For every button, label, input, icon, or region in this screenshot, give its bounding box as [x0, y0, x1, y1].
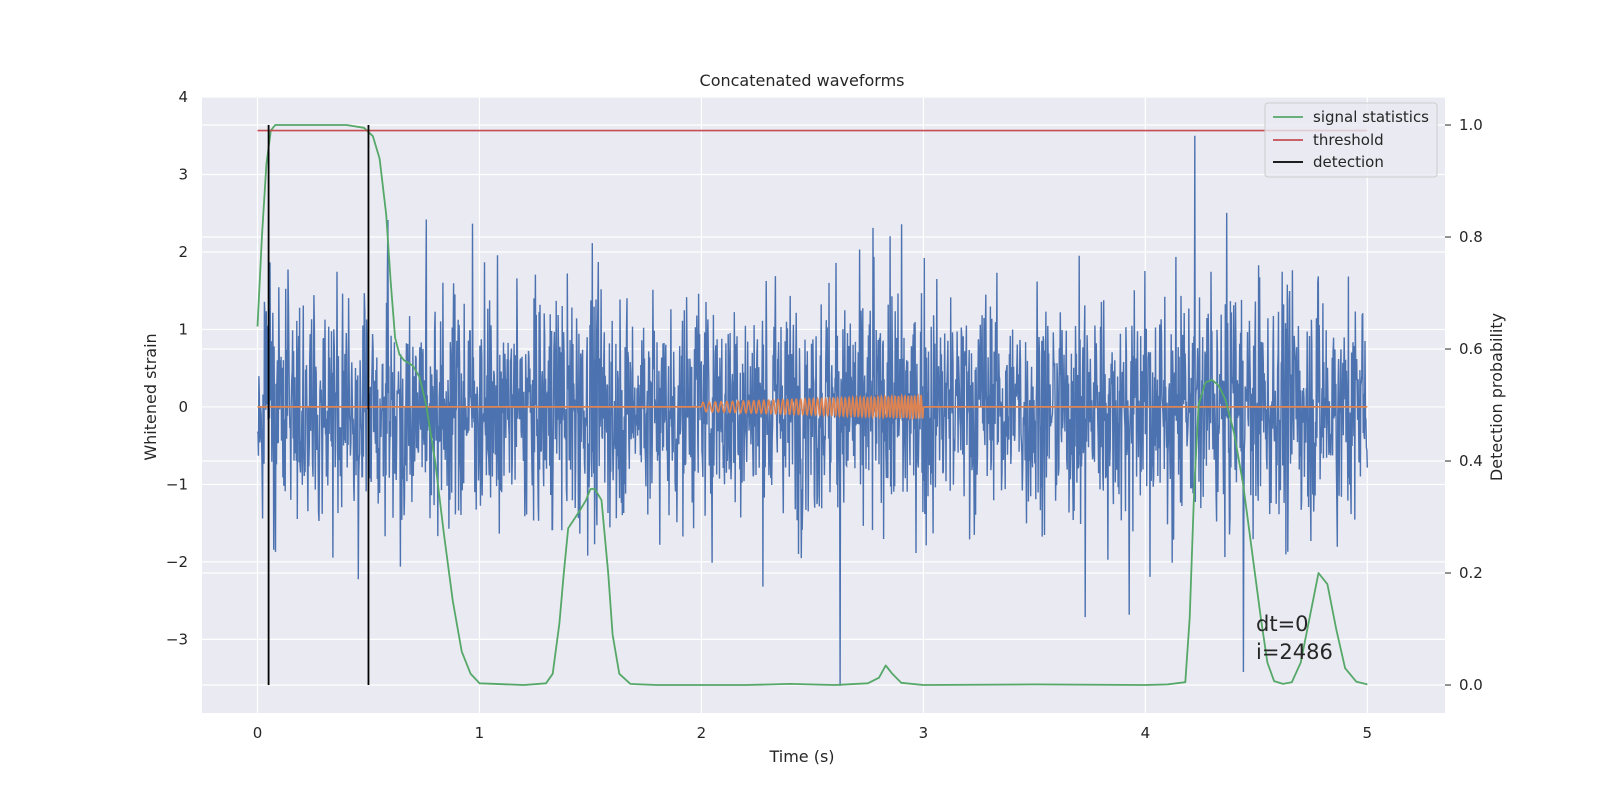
y-tick-label: 0 [178, 398, 188, 416]
y2-tick-label: 0.4 [1459, 452, 1483, 470]
x-tick-label: 2 [697, 724, 707, 742]
legend-label-threshold: threshold [1313, 131, 1384, 149]
x-tick-label: 5 [1363, 724, 1373, 742]
signal-statistics-series [256, 124, 1368, 686]
legend-frame [1264, 102, 1438, 178]
y-tick-label: 4 [178, 88, 188, 106]
y2-tick-label: 0.0 [1459, 676, 1483, 694]
x-tick-label: 3 [919, 724, 929, 742]
x-tick-label: 0 [253, 724, 263, 742]
x-tick-label: 1 [475, 724, 485, 742]
annotation-dt: dt=0 [1256, 612, 1309, 636]
y2-axis-label: Detection probability [1487, 313, 1506, 481]
injection-series [257, 393, 1368, 421]
y-tick-label: 1 [178, 320, 188, 338]
x-axis-label: Time (s) [768, 747, 834, 766]
y2-tick-label: 0.6 [1459, 340, 1483, 358]
y-tick-label: −1 [166, 475, 188, 493]
y-tick-label: 3 [178, 165, 188, 183]
y2-tick-label: 1.0 [1459, 116, 1483, 134]
y-tick-label: −3 [166, 630, 188, 648]
x-tick-label: 4 [1141, 724, 1151, 742]
injection-chirp [700, 393, 925, 421]
noise-line [256, 135, 1368, 686]
axis-ticks: 0 1 2 3 4 5 −3 −2 −1 0 1 2 3 4 0.0 0.2 0.4 0.6 0.8 1.0 [166, 88, 1483, 742]
noise-series [256, 135, 1368, 686]
legend-label-detection: detection [1313, 153, 1384, 171]
y2-tick-label: 0.2 [1459, 564, 1483, 582]
legend: signal statistics threshold detection [1264, 102, 1438, 178]
chart-title: Concatenated waveforms [700, 71, 905, 90]
annotation-index: i=2486 [1256, 640, 1333, 664]
y-axis-label: Whitened strain [141, 333, 160, 460]
signal-statistics-line [256, 124, 1368, 686]
y-tick-label: 2 [178, 243, 188, 261]
legend-label-signal-statistics: signal statistics [1313, 108, 1429, 126]
y2-tick-label: 0.8 [1459, 228, 1483, 246]
detection-series [267, 125, 370, 685]
y-tick-label: −2 [166, 553, 188, 571]
